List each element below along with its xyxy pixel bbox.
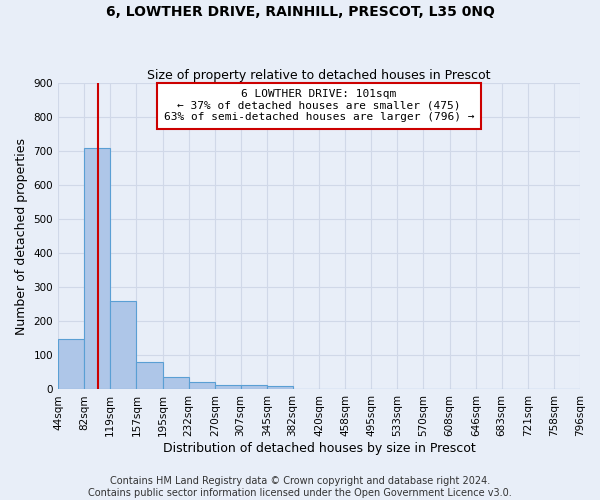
Text: Contains HM Land Registry data © Crown copyright and database right 2024.
Contai: Contains HM Land Registry data © Crown c… (88, 476, 512, 498)
Bar (163, 376, 188, 390)
Bar (215, 386, 241, 390)
Bar (85, 148, 110, 390)
Bar (136, 362, 163, 390)
Text: 6 LOWTHER DRIVE: 101sqm
← 37% of detached houses are smaller (475)
63% of semi-d: 6 LOWTHER DRIVE: 101sqm ← 37% of detache… (164, 90, 474, 122)
Text: 6, LOWTHER DRIVE, RAINHILL, PRESCOT, L35 0NQ: 6, LOWTHER DRIVE, RAINHILL, PRESCOT, L35… (106, 5, 494, 19)
Bar (188, 382, 215, 390)
Title: Size of property relative to detached houses in Prescot: Size of property relative to detached ho… (147, 69, 491, 82)
Y-axis label: Number of detached properties: Number of detached properties (15, 138, 28, 335)
Bar (267, 386, 293, 390)
Bar (58, 339, 85, 390)
Bar (241, 386, 267, 390)
Bar (110, 301, 136, 390)
X-axis label: Distribution of detached houses by size in Prescot: Distribution of detached houses by size … (163, 442, 475, 455)
